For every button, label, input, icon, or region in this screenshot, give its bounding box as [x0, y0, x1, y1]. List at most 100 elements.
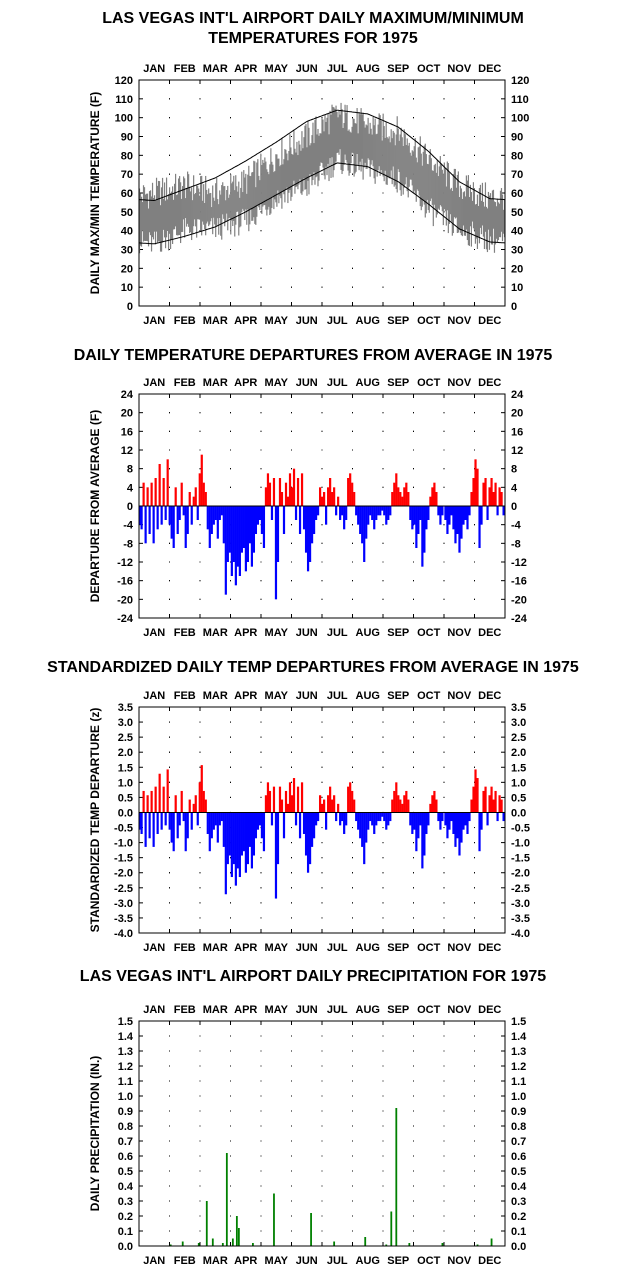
- precip-bar: [205, 1201, 208, 1246]
- grid-dot: [199, 721, 201, 723]
- cold-departure-bar: [220, 506, 223, 516]
- grid-dot: [443, 1155, 445, 1157]
- grid-dot: [352, 751, 353, 753]
- grid-dot: [443, 1050, 445, 1052]
- y-tick-label-right: 0.8: [511, 1121, 526, 1133]
- grid-dot: [443, 751, 445, 753]
- warm-departure-bar: [476, 468, 479, 506]
- warm-departure-bar: [399, 492, 402, 506]
- plot-border: [138, 393, 506, 619]
- y-tick-label-left: 0.2: [118, 1211, 133, 1223]
- y-tick-label-right: -24: [511, 613, 528, 625]
- month-label-top: JAN: [143, 377, 165, 389]
- grid-dot: [352, 1170, 353, 1172]
- grid-dot: [260, 857, 262, 859]
- cold-departure-bar: [417, 812, 420, 839]
- warm-departure-bar: [351, 482, 354, 506]
- cold-departure-bar: [312, 506, 316, 534]
- warm-departure-bar: [397, 487, 400, 506]
- grid-dot: [443, 827, 445, 829]
- grid-dot: [260, 781, 262, 783]
- grid-dot: [413, 561, 414, 563]
- grid-dot: [443, 766, 445, 768]
- y-tick-label-right: 0.5: [511, 1166, 526, 1178]
- month-label-bottom: JUL: [327, 627, 348, 639]
- grid-dot: [291, 1035, 292, 1037]
- cold-departure-bar: [371, 506, 374, 520]
- cold-departure-bar: [365, 506, 368, 539]
- month-label-top: AUG: [356, 63, 380, 75]
- cold-departure-bar: [375, 812, 378, 826]
- grid-dot: [199, 1035, 201, 1037]
- grid-dot: [474, 1185, 475, 1187]
- month-label-top: JUN: [296, 1004, 318, 1016]
- cold-departure-bar: [454, 506, 457, 544]
- departure-chart: JAN JAN FEB FEB MAR MAR APR APR MAY MAY JUN JUN JUL J…: [88, 377, 528, 639]
- grid-dot: [352, 736, 353, 738]
- grid-dot: [321, 1095, 323, 1097]
- temperature-chart: JAN JAN FEB FEB MAR MAR APR APR MAY MAY JUN JUN JUL J…: [88, 63, 529, 327]
- warm-departure-bar: [433, 790, 436, 813]
- warm-departure-bar: [323, 492, 326, 506]
- cold-departure-bar: [138, 506, 141, 525]
- precip-bar: [237, 1228, 240, 1246]
- y-tick-label-left: 1.3: [118, 1046, 133, 1058]
- month-label-top: APR: [234, 690, 257, 702]
- grid-dot: [321, 1065, 323, 1067]
- grid-dot: [321, 430, 323, 432]
- grid-dot: [291, 1140, 292, 1142]
- cold-departure-bar: [450, 506, 453, 516]
- warm-departure-bar: [331, 799, 334, 813]
- grid-dot: [352, 1095, 353, 1097]
- cold-departure-bar: [367, 506, 370, 525]
- grid-dot: [413, 211, 414, 213]
- grid-dot: [321, 580, 323, 582]
- precip-bar: [390, 1211, 393, 1246]
- grid-dot: [413, 887, 414, 889]
- warm-departure-bar: [162, 786, 165, 813]
- cold-departure-bar: [387, 506, 390, 520]
- warm-departure-bar: [494, 790, 497, 813]
- grid-dot: [413, 1200, 414, 1202]
- grid-dot: [291, 412, 292, 414]
- grid-dot: [321, 542, 323, 544]
- y-tick-label-right: -3.5: [511, 913, 530, 925]
- cold-departure-bar: [361, 506, 364, 544]
- grid-dot: [260, 1080, 262, 1082]
- grid-dot: [413, 136, 414, 137]
- grid-dot: [474, 154, 475, 156]
- cold-departure-bar: [298, 812, 302, 839]
- grid-dot: [382, 468, 384, 470]
- grid-dot: [352, 173, 353, 175]
- grid-dot: [291, 580, 292, 582]
- grid-dot: [230, 872, 231, 874]
- warm-departure-bar: [174, 487, 177, 506]
- y-tick-label-left: 10: [121, 282, 133, 294]
- month-label-top: AUG: [356, 690, 380, 702]
- grid-dot: [291, 267, 292, 269]
- grid-dot: [321, 1035, 323, 1037]
- y-tick-label-right: 0.7: [511, 1136, 526, 1148]
- month-label-bottom: JUL: [327, 315, 348, 327]
- grid-dot: [382, 230, 384, 232]
- warm-departure-bar: [290, 795, 294, 813]
- grid-dot: [260, 598, 262, 600]
- grid-dot: [230, 1170, 231, 1172]
- y-tick-label-left: 20: [121, 263, 133, 275]
- cold-departure-bar: [437, 506, 440, 516]
- warm-departure-bar: [292, 468, 296, 506]
- grid-dot: [291, 211, 292, 213]
- grid-dot: [260, 1230, 262, 1232]
- grid-dot: [230, 1140, 231, 1142]
- cold-departure-bar: [148, 812, 151, 839]
- y-tick-label-right: 0.0: [511, 1241, 526, 1253]
- chart2-title: DAILY TEMPERATURE DEPARTURES FROM AVERAG…: [73, 347, 553, 364]
- cold-departure-bar: [208, 812, 211, 852]
- cold-departure-bar: [196, 812, 199, 826]
- grid-dot: [260, 1035, 262, 1037]
- y-tick-label-left: -20: [117, 594, 133, 606]
- grid-dot: [321, 1230, 323, 1232]
- grid-dot: [169, 154, 170, 156]
- warm-departure-bar: [318, 795, 322, 813]
- y-tick-label-left: 1.2: [118, 1061, 133, 1073]
